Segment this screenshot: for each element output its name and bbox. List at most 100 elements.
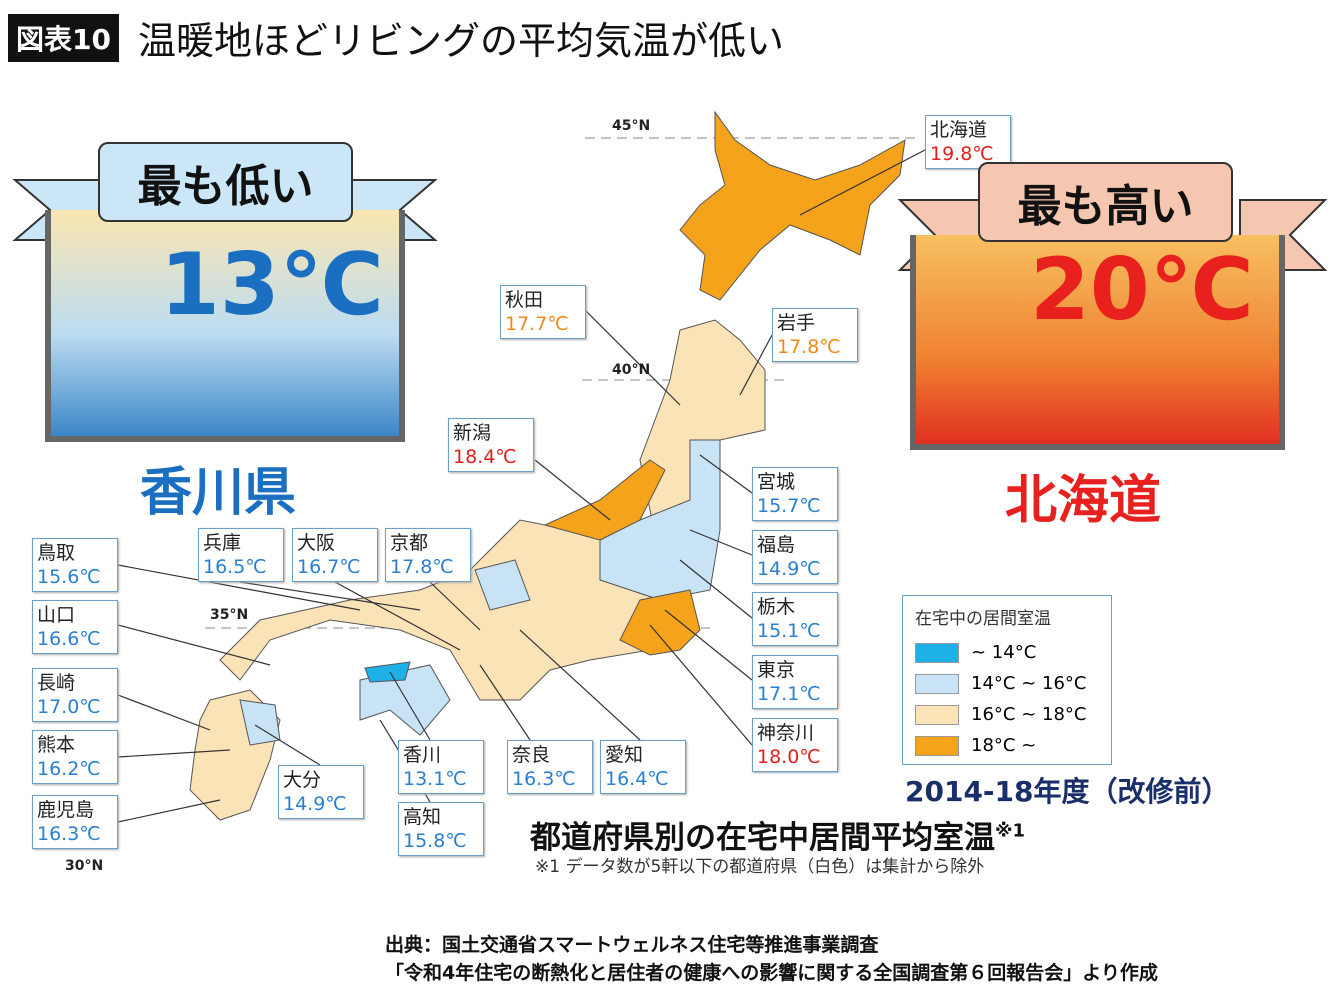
legend-label: ~ 14°C [971, 642, 1037, 663]
lat-label-35: 35°N [210, 607, 249, 623]
prefecture-temp: 17.8℃ [390, 556, 454, 578]
source-line-2: 「令和4年住宅の断熱化と居住者の健康への影響に関する全国調査第６回報告会」より作… [385, 962, 1158, 984]
ribbon-lowest: 最も低い [98, 142, 353, 222]
prefecture-label: 栃木 15.1℃ [752, 592, 838, 646]
highest-temp: 20℃ [1030, 240, 1254, 340]
legend-label: 16°C ~ 18°C [971, 704, 1087, 725]
prefecture-label: 高知 15.8℃ [398, 802, 484, 856]
prefecture-label: 香川 13.1℃ [398, 740, 484, 794]
legend-item: ~ 14°C [915, 637, 1099, 668]
prefecture-name: 秋田 [505, 289, 544, 311]
prefecture-name: 神奈川 [757, 722, 815, 744]
prefecture-label: 鳥取 15.6℃ [32, 538, 118, 592]
prefecture-name: 鹿児島 [37, 799, 95, 821]
prefecture-name: 鳥取 [37, 542, 76, 564]
house-highest [910, 235, 1285, 450]
prefecture-temp: 16.5℃ [203, 556, 267, 578]
highest-prefecture: 北海道 [1005, 471, 1162, 531]
lowest-temp: 13℃ [160, 235, 384, 335]
prefecture-label: 兵庫 16.5℃ [198, 528, 284, 582]
prefecture-label: 秋田 17.7℃ [500, 285, 586, 339]
prefecture-label: 熊本 16.2℃ [32, 730, 118, 784]
prefecture-label: 岩手 17.8℃ [772, 308, 858, 362]
prefecture-temp: 17.7℃ [505, 313, 569, 335]
house-lowest [45, 210, 405, 442]
prefecture-name: 長崎 [37, 672, 76, 694]
legend-item: 18°C ~ [915, 730, 1099, 761]
legend: 在宅中の居間室温 ~ 14°C 14°C ~ 16°C 16°C ~ 18°C … [902, 595, 1112, 765]
prefecture-temp: 14.9℃ [283, 793, 347, 815]
prefecture-name: 新潟 [453, 422, 492, 444]
legend-label: 18°C ~ [971, 735, 1037, 756]
period: 2014-18年度（改修前） [905, 775, 1230, 808]
prefecture-temp: 15.7℃ [757, 495, 821, 517]
prefecture-label: 鹿児島 16.3℃ [32, 795, 118, 849]
prefecture-name: 京都 [390, 532, 429, 554]
prefecture-temp: 15.1℃ [757, 620, 821, 642]
prefecture-name: 大分 [283, 769, 322, 791]
prefecture-temp: 16.7℃ [297, 556, 361, 578]
prefecture-temp: 18.4℃ [453, 446, 517, 468]
prefecture-temp: 15.6℃ [37, 566, 101, 588]
page-title: 温暖地ほどリビングの平均気温が低い [138, 19, 785, 63]
lat-label-45: 45°N [612, 118, 651, 134]
prefecture-temp: 15.8℃ [403, 830, 467, 852]
region-kagawa [364, 661, 411, 683]
footnote: ※1 データ数が5軒以下の都道府県（白色）は集計から除外 [535, 857, 985, 877]
prefecture-label: 宮城 15.7℃ [752, 467, 838, 521]
legend-label: 14°C ~ 16°C [971, 673, 1087, 694]
prefecture-temp: 16.4℃ [605, 768, 669, 790]
prefecture-label: 山口 16.6℃ [32, 600, 118, 654]
legend-item: 14°C ~ 16°C [915, 668, 1099, 699]
prefecture-label: 大分 14.9℃ [278, 765, 364, 819]
map-title: 都道府県別の在宅中居間平均室温※1 [530, 812, 1025, 857]
prefecture-label: 大阪 16.7℃ [292, 528, 378, 582]
ribbon-highest: 最も高い [978, 162, 1233, 242]
prefecture-label: 奈良 16.3℃ [507, 740, 593, 794]
prefecture-name: 山口 [37, 604, 76, 626]
prefecture-temp: 17.0℃ [37, 696, 101, 718]
lowest-prefecture: 香川県 [140, 463, 297, 523]
prefecture-temp: 16.6℃ [37, 628, 101, 650]
lat-label-40: 40°N [612, 362, 651, 378]
region-chugoku-lightblue [474, 559, 531, 611]
prefecture-name: 北海道 [930, 119, 988, 141]
prefecture-temp: 17.1℃ [757, 683, 821, 705]
map-title-note: ※1 [995, 820, 1026, 842]
region-hokkaido [679, 110, 906, 301]
prefecture-name: 宮城 [757, 471, 796, 493]
prefecture-name: 大阪 [297, 532, 336, 554]
source-line-1: 出典：国土交通省スマートウェルネス住宅等推進事業調査 [385, 934, 879, 956]
prefecture-name: 高知 [403, 806, 442, 828]
prefecture-name: 愛知 [605, 744, 644, 766]
prefecture-temp: 16.3℃ [512, 768, 576, 790]
region-shikoku [359, 664, 451, 736]
prefecture-label: 長崎 17.0℃ [32, 668, 118, 722]
lat-label-30: 30°N [65, 858, 104, 874]
prefecture-temp: 19.8℃ [930, 143, 994, 165]
prefecture-label: 京都 17.8℃ [385, 528, 471, 582]
prefecture-temp: 13.1℃ [403, 768, 467, 790]
map-title-text: 都道府県別の在宅中居間平均室温 [530, 820, 995, 856]
prefecture-name: 香川 [403, 744, 442, 766]
legend-title: 在宅中の居間室温 [915, 609, 1051, 629]
legend-item: 16°C ~ 18°C [915, 699, 1099, 730]
prefecture-label: 北海道 19.8℃ [925, 115, 1011, 169]
prefecture-temp: 18.0℃ [757, 746, 821, 768]
prefecture-temp: 16.2℃ [37, 758, 101, 780]
prefecture-name: 熊本 [37, 734, 76, 756]
prefecture-temp: 17.8℃ [777, 336, 841, 358]
prefecture-name: 東京 [757, 659, 796, 681]
prefecture-name: 福島 [757, 534, 796, 556]
prefecture-label: 新潟 18.4℃ [448, 418, 534, 472]
prefecture-name: 奈良 [512, 744, 551, 766]
prefecture-temp: 16.3℃ [37, 823, 101, 845]
prefecture-name: 兵庫 [203, 532, 242, 554]
prefecture-label: 愛知 16.4℃ [600, 740, 686, 794]
prefecture-label: 福島 14.9℃ [752, 530, 838, 584]
prefecture-name: 岩手 [777, 312, 816, 334]
prefecture-name: 栃木 [757, 596, 796, 618]
prefecture-label: 東京 17.1℃ [752, 655, 838, 709]
prefecture-temp: 14.9℃ [757, 558, 821, 580]
